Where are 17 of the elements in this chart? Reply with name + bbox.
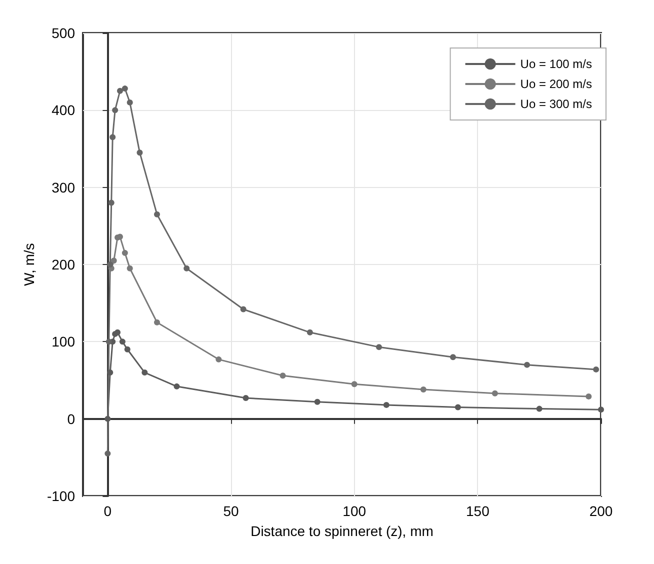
y-axis-title: W, m/s — [21, 243, 38, 286]
x-tick-label: 150 — [466, 503, 490, 519]
x-axis-title: Distance to spinneret (z), mm — [250, 523, 434, 539]
x-tick-label: 100 — [342, 503, 366, 519]
y-tick-label: 100 — [52, 334, 76, 350]
x-tick-label: 50 — [223, 503, 239, 519]
x-tick-label: 200 — [589, 503, 613, 519]
legend-label: Uo = 100 m/s — [520, 57, 592, 71]
y-tick-label: 400 — [52, 102, 76, 118]
y-tick-label: 200 — [52, 256, 76, 272]
x-tick-label: 0 — [104, 503, 112, 519]
y-tick-label: 0 — [67, 410, 76, 427]
legend-label: Uo = 300 m/s — [520, 97, 592, 111]
legend-label: Uo = 200 m/s — [520, 77, 592, 91]
y-tick-label: -100 — [46, 488, 76, 504]
y-tick-label: 300 — [52, 179, 76, 196]
y-tick-label: 500 — [52, 25, 76, 41]
